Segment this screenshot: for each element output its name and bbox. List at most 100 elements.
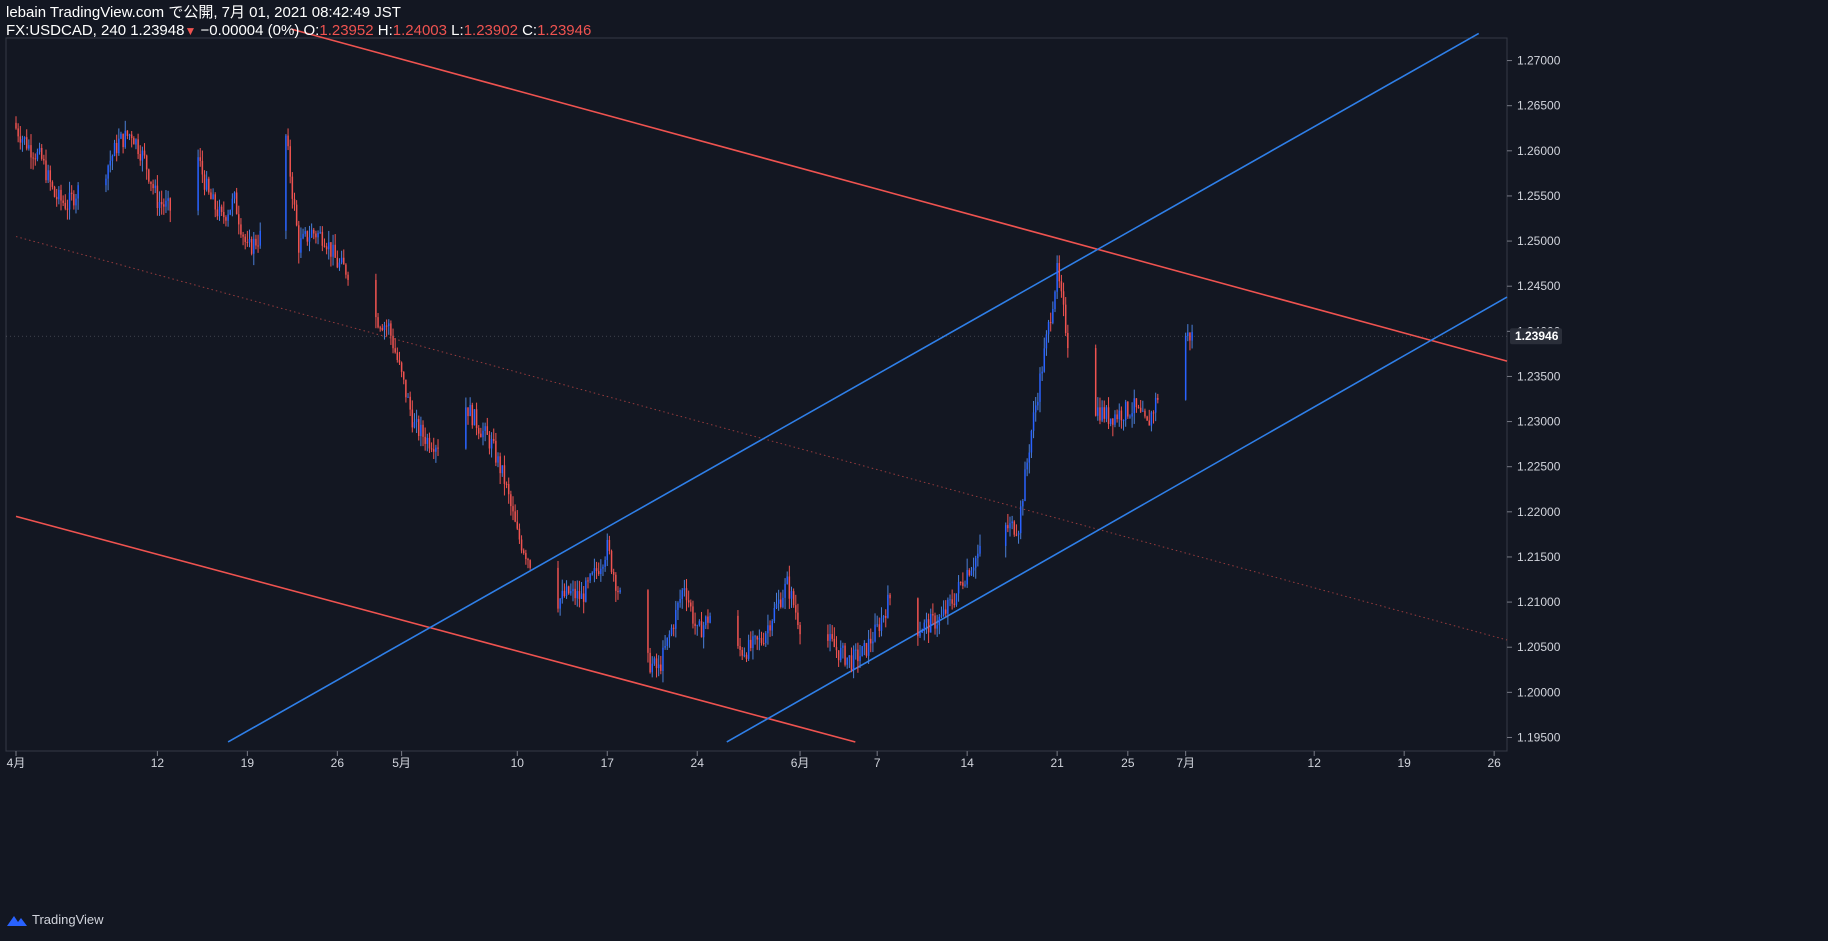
candle-body [321, 231, 324, 246]
candle-body [400, 362, 403, 372]
candle-body [750, 639, 752, 648]
candle-body [1122, 420, 1125, 422]
candle-body [216, 209, 219, 217]
candle-body [580, 593, 583, 599]
candle-body [1097, 407, 1099, 416]
candle-body [253, 238, 255, 254]
candle-body [769, 625, 771, 631]
candle-body [501, 465, 504, 474]
candle-body [1127, 401, 1129, 417]
candle-body [932, 614, 934, 616]
candle-body [105, 178, 107, 186]
candle-body [880, 617, 883, 631]
candle-body [765, 633, 767, 644]
candle-body [606, 539, 609, 560]
candle-body [698, 621, 701, 626]
candle-body [197, 157, 199, 211]
candle-body [968, 570, 971, 576]
candle-body [250, 238, 253, 254]
candle-body [325, 246, 328, 250]
candle-body [1004, 525, 1007, 546]
publish-line: lebain TradingView.com で公開, 7月 01, 2021 … [6, 4, 401, 21]
candle-body [15, 122, 17, 129]
candle-body [857, 649, 859, 662]
candle-body [1150, 412, 1153, 426]
candle-body [940, 615, 943, 617]
candle-body [1007, 525, 1009, 529]
y-tick-label: 1.27000 [1517, 54, 1561, 68]
candle-body [582, 593, 585, 602]
x-tick-label: 24 [691, 756, 705, 770]
candle-body [889, 594, 891, 599]
candle-body [612, 571, 615, 575]
y-tick-label: 1.21500 [1517, 550, 1561, 564]
candle-body [527, 559, 529, 561]
candle-body [848, 655, 851, 658]
candle-body [225, 217, 227, 221]
candle-body [30, 145, 32, 158]
candle-body [917, 598, 919, 637]
candle-body [760, 637, 763, 643]
candle-body [1026, 462, 1028, 470]
candle-body [488, 434, 491, 449]
candle-body [60, 189, 62, 201]
candle-body [957, 582, 960, 594]
candle-body [242, 234, 244, 237]
candle-body [827, 634, 829, 641]
candle-body [593, 568, 596, 573]
candle-body [653, 658, 656, 664]
y-tick-label: 1.22500 [1517, 460, 1561, 474]
candle-body [1056, 263, 1058, 292]
candle-body [148, 169, 150, 182]
candle-body [503, 465, 506, 484]
candle-body [762, 642, 765, 644]
current-price-label: 1.23946 [1515, 329, 1559, 343]
candle-body [507, 484, 510, 495]
candle-body [150, 181, 152, 185]
candle-body [347, 274, 349, 280]
tradingview-footer[interactable]: TradingView [6, 912, 104, 927]
open-value: 1.23952 [319, 22, 374, 39]
candle-body [302, 233, 304, 239]
low-value: 1.23902 [463, 22, 518, 39]
candle-body [657, 664, 660, 669]
candle-body [799, 625, 801, 635]
candle-body [747, 639, 750, 659]
candle-body [390, 323, 392, 336]
candle-body [1184, 336, 1187, 400]
candle-body [949, 599, 951, 601]
candle-body [152, 184, 154, 189]
tradingview-logo-icon [7, 915, 27, 926]
candle-body [602, 566, 604, 569]
trendline [15, 515, 856, 743]
y-tick-label: 1.20000 [1517, 685, 1561, 699]
candle-body [323, 245, 326, 247]
candle-body [767, 625, 769, 634]
candle-body [668, 634, 671, 638]
candle-body [229, 209, 231, 215]
candle-body [70, 192, 73, 195]
candle-body [1062, 291, 1065, 305]
candle-body [1049, 321, 1052, 323]
candle-body [45, 160, 47, 181]
candle-body [970, 570, 973, 576]
candle-body [1112, 418, 1114, 425]
candle-body [921, 630, 923, 633]
candle-body [700, 621, 703, 638]
candle-body [34, 158, 37, 160]
candle-body [28, 145, 30, 149]
candle-body [570, 591, 572, 594]
price-change: −0.00004 (0%) [200, 22, 300, 39]
candle-body [381, 327, 384, 330]
candle-body [1116, 414, 1118, 420]
candle-body [756, 636, 758, 640]
candle-body [315, 233, 317, 238]
candle-body [1142, 410, 1144, 412]
candle-body [741, 649, 743, 656]
candle-body [962, 582, 964, 586]
y-tick-label: 1.22000 [1517, 505, 1561, 519]
candle-body [576, 591, 579, 599]
candle-body [227, 214, 229, 221]
candle-body [1133, 398, 1135, 414]
